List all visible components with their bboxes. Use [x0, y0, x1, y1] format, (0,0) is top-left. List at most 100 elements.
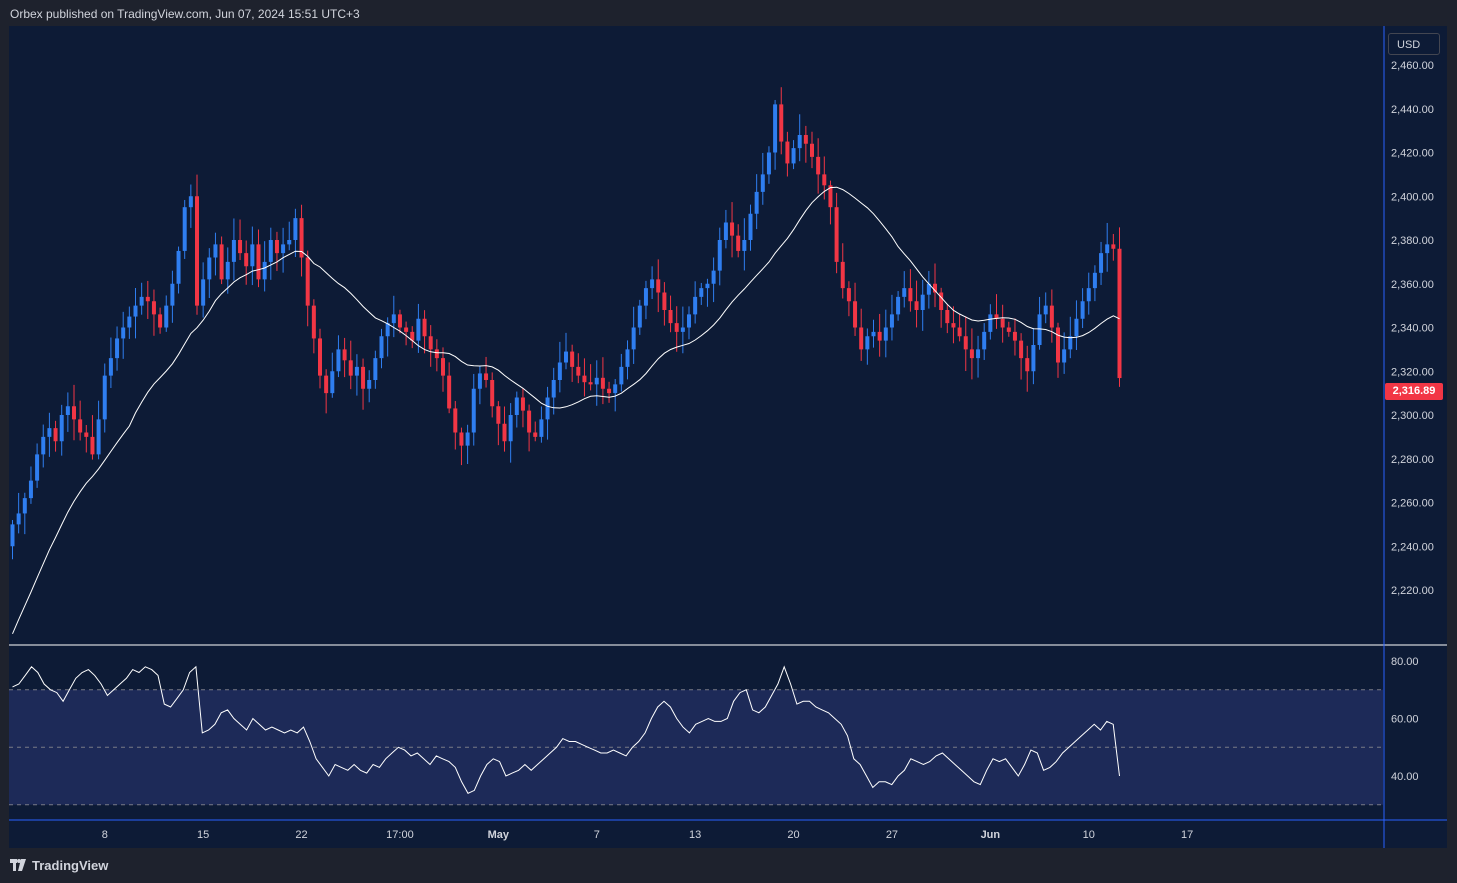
candle — [373, 350, 378, 389]
candle — [748, 204, 753, 251]
candle — [281, 227, 286, 273]
axes-layer: 2,460.00 2,440.00 2,420.00 2,400.00 2,380.00… — [9, 26, 1447, 848]
candle — [379, 328, 384, 369]
candle — [859, 308, 864, 361]
candle — [225, 247, 230, 294]
candle — [1092, 265, 1097, 302]
candle — [1012, 318, 1017, 356]
candle — [656, 259, 661, 313]
candle — [354, 354, 359, 396]
candle — [102, 363, 107, 433]
candle — [520, 388, 525, 428]
candle — [730, 202, 735, 258]
candle — [324, 369, 329, 414]
candle — [108, 337, 113, 388]
candle — [613, 379, 618, 412]
candle — [810, 131, 814, 169]
candle — [570, 344, 575, 382]
candle — [889, 294, 894, 341]
candle — [717, 227, 722, 286]
candle — [127, 306, 132, 339]
candle — [447, 362, 452, 414]
candle — [453, 401, 458, 450]
candle — [410, 326, 415, 349]
candle — [231, 218, 236, 281]
candle — [1117, 227, 1122, 387]
price-tick-label: 2,400.00 — [1391, 191, 1434, 203]
rsi-tick-label: 40.00 — [1391, 771, 1419, 783]
candle — [662, 282, 667, 326]
candle — [779, 87, 784, 155]
candle — [441, 347, 445, 392]
candle — [988, 304, 993, 340]
candle — [471, 373, 476, 446]
price-tick-label: 2,420.00 — [1391, 148, 1434, 160]
candle — [508, 403, 513, 463]
candle — [625, 340, 630, 380]
candle — [803, 125, 808, 163]
candle — [1105, 222, 1110, 272]
candle — [139, 282, 144, 315]
candle — [969, 328, 974, 380]
candle — [268, 227, 273, 280]
time-tick-label: 15 — [197, 829, 209, 841]
candle — [238, 219, 243, 261]
candle — [883, 309, 888, 358]
candle — [16, 492, 21, 534]
candle — [933, 263, 937, 308]
rsi-band-layer — [9, 689, 1383, 806]
candle — [422, 310, 427, 354]
candle — [397, 309, 402, 334]
tradingview-branding[interactable]: TradingView — [10, 856, 108, 874]
candle — [404, 321, 409, 346]
candle — [145, 280, 150, 319]
candle — [785, 131, 790, 177]
time-tick-label: 27 — [886, 829, 898, 841]
candle — [342, 337, 347, 378]
brand-name: TradingView — [32, 857, 109, 873]
candle — [1074, 300, 1079, 351]
candle — [121, 311, 126, 359]
candle — [262, 241, 267, 292]
candle — [477, 366, 482, 405]
candle — [687, 306, 691, 340]
price-tick-label: 2,360.00 — [1391, 279, 1434, 291]
candle — [158, 307, 163, 334]
candle — [1019, 333, 1024, 380]
candle — [963, 316, 968, 372]
rsi-tick-label: 80.00 — [1391, 656, 1419, 668]
price-tick-label: 2,260.00 — [1391, 498, 1434, 510]
candle — [994, 294, 999, 329]
candle — [41, 424, 46, 468]
candle — [680, 306, 685, 354]
candle — [502, 406, 507, 452]
candle — [951, 306, 956, 344]
candle — [78, 400, 83, 441]
candle — [797, 114, 802, 162]
price-tick-label: 2,440.00 — [1391, 104, 1434, 116]
candle — [176, 246, 181, 294]
candle — [496, 401, 501, 446]
candle — [90, 415, 95, 460]
candle — [791, 140, 796, 170]
candle — [84, 424, 89, 453]
candle — [213, 232, 218, 276]
price-tick-label: 2,280.00 — [1391, 454, 1434, 466]
candle — [299, 204, 304, 277]
time-tick-label: 8 — [102, 829, 108, 841]
candle — [643, 280, 648, 320]
price-tick-label: 2,220.00 — [1391, 585, 1434, 597]
candle — [976, 335, 981, 378]
candle — [514, 391, 519, 428]
price-tick-label: 2,340.00 — [1391, 323, 1434, 335]
time-tick-label: 13 — [689, 829, 701, 841]
candle — [1043, 292, 1048, 324]
candle — [896, 291, 901, 321]
currency-selector[interactable]: USD — [1388, 33, 1440, 55]
price-tick-label: 2,320.00 — [1391, 366, 1434, 378]
candle — [274, 231, 279, 271]
candle — [287, 221, 292, 251]
candle — [699, 282, 704, 305]
price-tick-label: 2,460.00 — [1391, 60, 1434, 72]
